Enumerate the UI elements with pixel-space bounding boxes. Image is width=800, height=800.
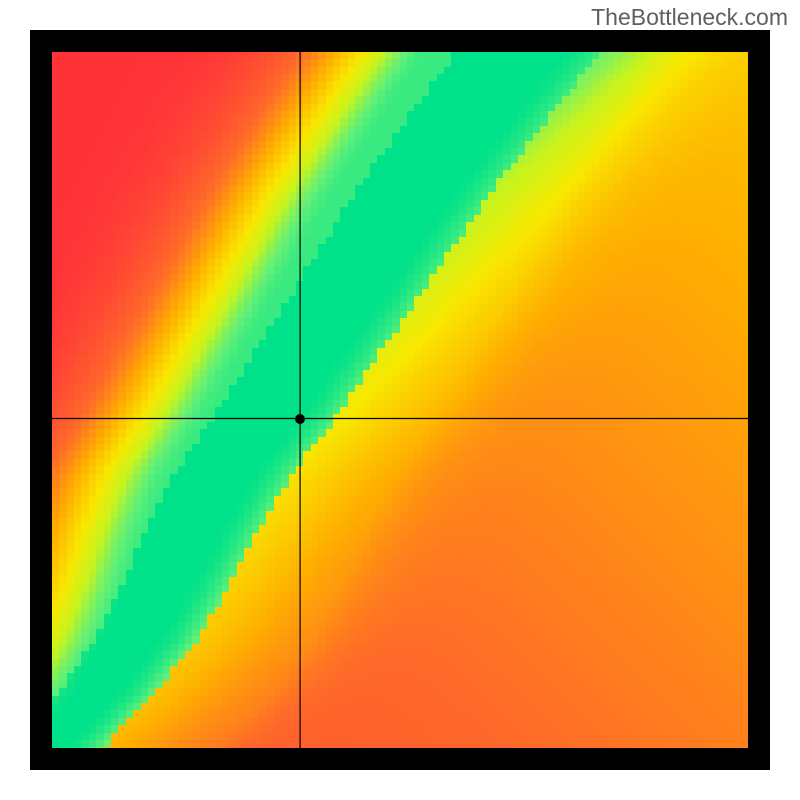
heatmap-canvas <box>30 30 770 770</box>
watermark-text: TheBottleneck.com <box>591 4 788 31</box>
chart-container: TheBottleneck.com <box>0 0 800 800</box>
plot-area <box>30 30 770 770</box>
